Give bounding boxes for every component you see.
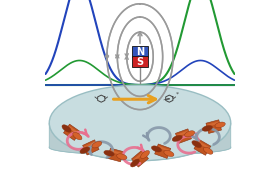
- Ellipse shape: [141, 151, 150, 158]
- Polygon shape: [155, 144, 171, 158]
- Text: N: N: [136, 46, 144, 57]
- Polygon shape: [64, 124, 80, 140]
- Ellipse shape: [202, 125, 213, 131]
- Polygon shape: [176, 129, 192, 143]
- Ellipse shape: [80, 147, 90, 153]
- Polygon shape: [108, 148, 123, 162]
- FancyBboxPatch shape: [132, 56, 148, 67]
- Ellipse shape: [92, 141, 102, 148]
- Ellipse shape: [151, 146, 162, 152]
- Ellipse shape: [130, 159, 139, 167]
- Polygon shape: [206, 120, 221, 133]
- Polygon shape: [83, 141, 96, 149]
- Polygon shape: [109, 150, 123, 155]
- Polygon shape: [132, 150, 148, 167]
- Polygon shape: [132, 152, 144, 162]
- Ellipse shape: [49, 85, 231, 161]
- Ellipse shape: [104, 150, 114, 156]
- Ellipse shape: [172, 135, 182, 141]
- Text: S: S: [136, 57, 144, 67]
- Ellipse shape: [117, 154, 127, 160]
- Polygon shape: [49, 123, 231, 161]
- Ellipse shape: [185, 131, 195, 137]
- Ellipse shape: [215, 122, 225, 128]
- Text: *: *: [176, 92, 179, 97]
- Ellipse shape: [62, 125, 71, 132]
- Polygon shape: [83, 140, 99, 155]
- Ellipse shape: [49, 140, 231, 155]
- Ellipse shape: [73, 132, 82, 140]
- Polygon shape: [67, 125, 80, 135]
- Polygon shape: [157, 146, 170, 152]
- FancyBboxPatch shape: [132, 46, 148, 57]
- Polygon shape: [197, 141, 210, 149]
- Polygon shape: [176, 130, 189, 137]
- Ellipse shape: [203, 147, 213, 154]
- Ellipse shape: [164, 150, 174, 156]
- Ellipse shape: [192, 141, 201, 148]
- Polygon shape: [206, 121, 220, 127]
- Polygon shape: [194, 139, 211, 155]
